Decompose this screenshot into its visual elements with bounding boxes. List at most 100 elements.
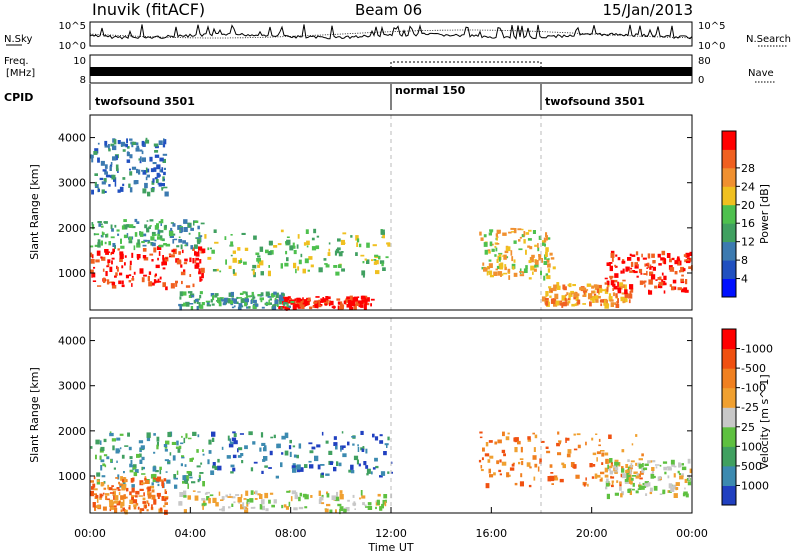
power-cell-5-90 bbox=[488, 232, 492, 236]
power-cell-2-83 bbox=[371, 259, 373, 262]
velocity-cell-0-81 bbox=[121, 454, 125, 459]
velocity-cell-0-11 bbox=[192, 431, 197, 436]
noise-left-tick-bottom: 10^0 bbox=[59, 41, 86, 52]
power-cell-1-26 bbox=[157, 236, 161, 240]
power-cell-0-7 bbox=[153, 279, 157, 284]
power-cell-8-111 bbox=[104, 190, 107, 193]
power-cell-3-137 bbox=[361, 300, 364, 305]
velocity-cell-5-13 bbox=[108, 487, 113, 491]
power-cell-1-45 bbox=[169, 235, 174, 238]
power-cell-3-114 bbox=[362, 295, 364, 299]
power-cell-1-28 bbox=[98, 223, 101, 227]
power-cell-4-139 bbox=[281, 298, 285, 301]
velocity-cell-3-136 bbox=[622, 473, 627, 479]
velocity-cell-1-86 bbox=[292, 463, 296, 466]
power-cell-8-87 bbox=[101, 189, 105, 194]
velocity-cell-4-125 bbox=[260, 499, 265, 505]
power-cell-8-70 bbox=[90, 154, 93, 159]
velocity-cell-0-137 bbox=[187, 483, 189, 489]
velocity-cell-5-106 bbox=[135, 495, 138, 498]
velocity-cell-1-87 bbox=[211, 437, 215, 442]
velocity-cell-0-45 bbox=[129, 469, 134, 473]
power-cell-5-51 bbox=[529, 257, 534, 263]
power-colorbar-bin-2 bbox=[722, 241, 736, 261]
velocity-cell-2-44 bbox=[597, 474, 601, 478]
velocity-cell-4-77 bbox=[243, 498, 247, 500]
power-cell-8-16 bbox=[163, 139, 167, 145]
power-cell-8-109 bbox=[115, 164, 119, 170]
power-cell-6-23 bbox=[600, 303, 603, 307]
power-cell-8-59 bbox=[162, 153, 168, 156]
power-cell-2-121 bbox=[237, 247, 241, 251]
power-cell-0-119 bbox=[180, 271, 186, 276]
velocity-cell-5-71 bbox=[164, 489, 167, 493]
velocity-cell-2-71 bbox=[502, 431, 505, 437]
power-cell-6-136 bbox=[582, 294, 587, 297]
power-cell-8-113 bbox=[126, 151, 130, 157]
power-cell-3-132 bbox=[299, 303, 302, 308]
velocity-cell-3-88 bbox=[689, 468, 692, 474]
power-cell-6-66 bbox=[595, 299, 599, 303]
power-cell-0-111 bbox=[201, 273, 204, 279]
velocity-cell-3-26 bbox=[630, 460, 635, 463]
velocity-cell-5-34 bbox=[135, 503, 139, 506]
power-cell-3-85 bbox=[294, 306, 296, 311]
power-cell-7-111 bbox=[643, 280, 647, 283]
power-cell-0-27 bbox=[183, 262, 188, 265]
power-cell-0-65 bbox=[106, 265, 109, 268]
velocity-cell-0-17 bbox=[119, 447, 122, 450]
power-cell-7-132 bbox=[647, 265, 650, 269]
velocity-cell-2-107 bbox=[518, 461, 521, 465]
velocity-cell-0-78 bbox=[103, 438, 107, 443]
power-cell-1-132 bbox=[134, 232, 138, 237]
velocity-cell-3-128 bbox=[614, 492, 619, 496]
velocity-cell-0-136 bbox=[198, 474, 201, 478]
power-cell-3-98 bbox=[364, 300, 368, 306]
power-cell-8-20 bbox=[163, 138, 165, 142]
power-cell-6-118 bbox=[550, 290, 553, 293]
power-cell-1-82 bbox=[190, 227, 194, 231]
power-cell-5-126 bbox=[528, 277, 532, 280]
power-cell-7-49 bbox=[606, 286, 609, 292]
power-cell-0-100 bbox=[176, 259, 182, 265]
velocity-cell-4-121 bbox=[286, 490, 291, 493]
power-cell-7-71 bbox=[643, 273, 647, 275]
power-cell-2-49 bbox=[270, 250, 274, 255]
velocity-cell-3-96 bbox=[687, 481, 692, 486]
velocity-cell-3-29 bbox=[681, 466, 687, 471]
freq-right-tick-top: 80 bbox=[698, 56, 711, 67]
power-cell-7-108 bbox=[611, 280, 615, 284]
velocity-cell-1-111 bbox=[221, 446, 224, 450]
power-cell-2-43 bbox=[324, 263, 328, 265]
velocity-cell-1-61 bbox=[366, 473, 369, 476]
power-cell-0-70 bbox=[142, 248, 147, 252]
power-cell-4-102 bbox=[205, 300, 211, 303]
power-cell-3-49 bbox=[355, 301, 359, 305]
power-cell-0-62 bbox=[116, 266, 119, 272]
velocity-cell-2-133 bbox=[573, 448, 578, 451]
velocity-cell-5-4 bbox=[148, 502, 150, 507]
velocity-cell-0-125 bbox=[109, 432, 114, 437]
power-cell-3-139 bbox=[283, 298, 288, 304]
power-cell-6-124 bbox=[620, 296, 625, 299]
velocity-xtick-label-1: 04:00 bbox=[174, 527, 206, 540]
power-cell-2-119 bbox=[305, 229, 309, 234]
power-cell-8-135 bbox=[104, 164, 108, 169]
noise-left-label: N.Sky bbox=[4, 34, 32, 45]
power-cell-5-0 bbox=[542, 242, 545, 246]
power-cell-6-47 bbox=[553, 301, 558, 307]
velocity-cell-1-27 bbox=[357, 446, 360, 452]
power-cell-2-99 bbox=[302, 268, 306, 274]
power-cell-1-99 bbox=[169, 231, 174, 236]
velocity-cell-4-46 bbox=[178, 501, 183, 506]
power-cell-6-130 bbox=[582, 303, 586, 305]
velocity-cell-2-5 bbox=[485, 483, 490, 489]
velocity-cell-5-120 bbox=[151, 494, 156, 500]
power-cell-0-81 bbox=[129, 260, 132, 266]
velocity-cell-0-55 bbox=[165, 471, 168, 473]
power-cell-5-78 bbox=[545, 232, 548, 238]
velocity-cell-5-117 bbox=[157, 476, 162, 482]
power-cell-7-100 bbox=[679, 270, 681, 273]
power-cell-5-44 bbox=[510, 227, 515, 230]
velocity-cell-3-83 bbox=[666, 466, 671, 468]
